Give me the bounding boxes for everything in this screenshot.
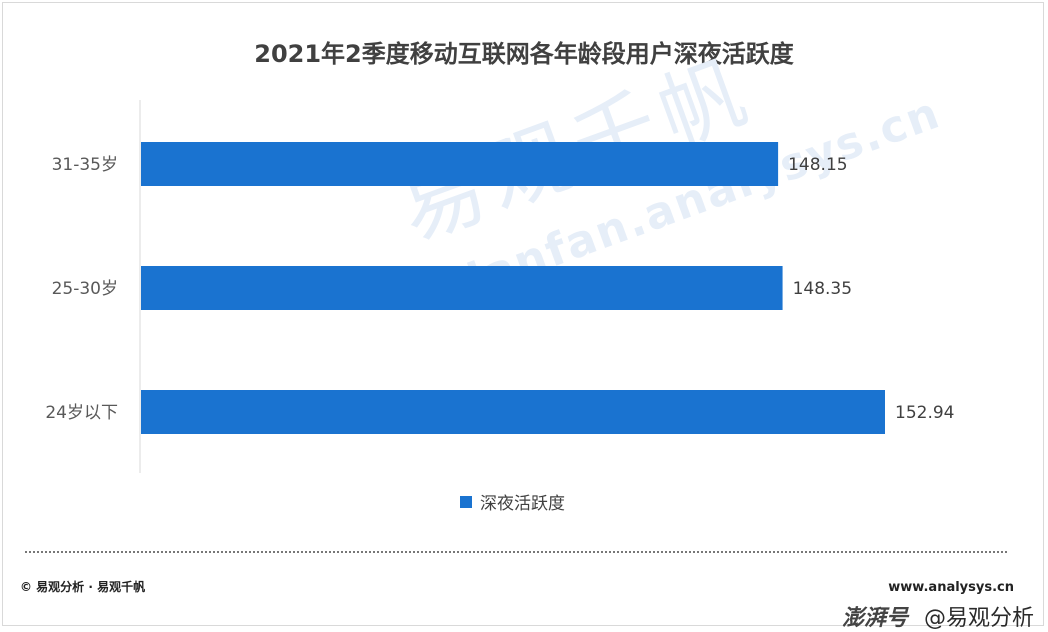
bar-2 — [141, 390, 885, 434]
category-label-1: 25-30岁 — [52, 279, 118, 299]
brand-left: 澎湃号 — [841, 606, 908, 631]
bars-layer: 31-35岁 148.15 25-30岁 148.35 24岁以下 152.94 — [45, 142, 954, 434]
brand-strip: 澎湃号 @易观分析 — [842, 600, 1034, 632]
value-label-0: 148.15 — [788, 155, 847, 175]
category-label-0: 31-35岁 — [52, 155, 118, 175]
legend: 深夜活跃度 — [460, 489, 565, 514]
value-label-1: 148.35 — [793, 279, 852, 299]
footer-website: www.analysys.cn — [888, 580, 1014, 595]
legend-label: 深夜活跃度 — [480, 494, 565, 514]
footer-divider — [25, 551, 1007, 553]
brand-right: @易观分析 — [923, 606, 1034, 631]
category-label-2: 24岁以下 — [45, 403, 118, 423]
value-label-2: 152.94 — [895, 403, 954, 423]
bar-1 — [141, 266, 783, 310]
footer-copyright: © 易观分析 · 易观千帆 — [20, 580, 146, 594]
legend-swatch — [460, 495, 472, 508]
chart-title: 2021年2季度移动互联网各年龄段用户深夜活跃度 — [254, 40, 794, 68]
bar-0 — [141, 142, 779, 186]
